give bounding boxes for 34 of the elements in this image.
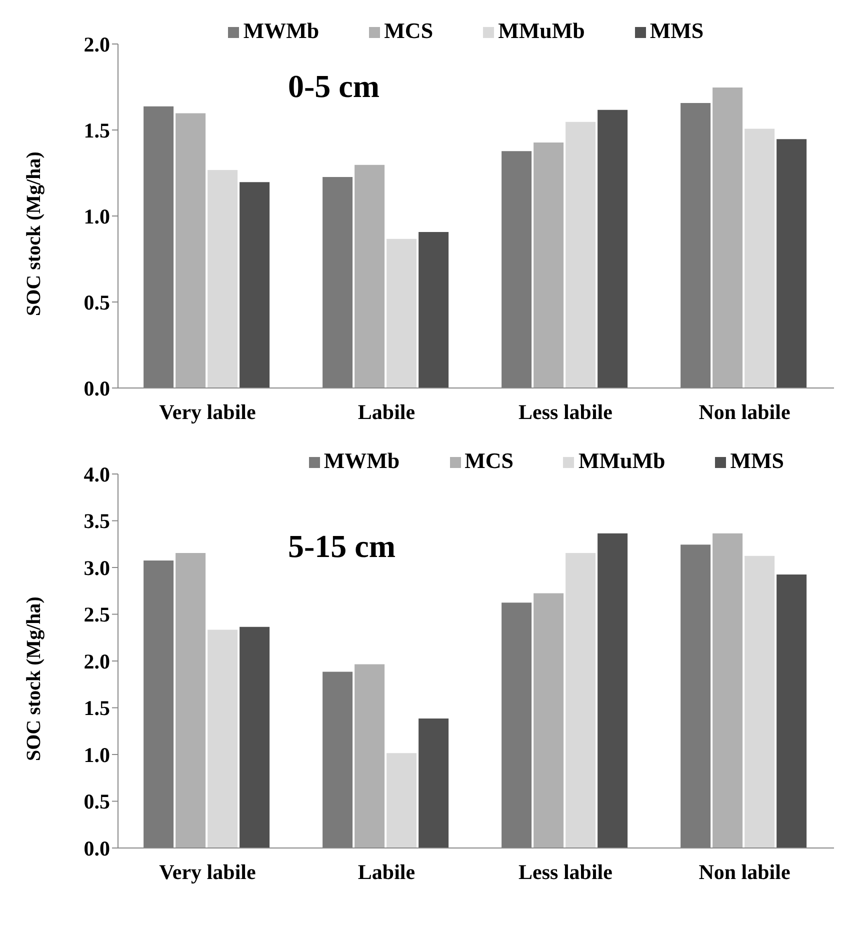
legend-label: MCS	[384, 18, 434, 43]
x-tick-label: Less labile	[518, 860, 612, 884]
legend-label: MMS	[730, 448, 784, 473]
y-axis-title: SOC stock (Mg/ha)	[23, 596, 46, 761]
legend-label: MMuMb	[578, 448, 666, 473]
y-tick-label: 1.5	[84, 118, 110, 142]
y-tick-label: 3.0	[84, 556, 110, 580]
text: 5-15 cm	[288, 528, 396, 565]
y-tick-label: 0.5	[84, 790, 110, 814]
y-tick-label: 3.5	[84, 509, 110, 534]
y-tick-label: 1.0	[84, 742, 110, 767]
x-tick-label: Non labile	[698, 400, 790, 424]
legend-label: MWMb	[243, 18, 320, 43]
y-tick-label: 1.5	[84, 696, 110, 720]
x-tick-label: Less labile	[518, 400, 612, 424]
y-tick-label: 0.5	[84, 290, 110, 314]
x-tick-label: Non labile	[698, 860, 790, 884]
text: 0-5 cm	[288, 68, 380, 105]
legend-label: MCS	[464, 448, 514, 473]
x-tick-label: Very labile	[159, 400, 256, 424]
x-tick-label: Very labile	[159, 860, 256, 884]
y-tick-label: 4.0	[84, 462, 110, 486]
legend-label: MMS	[650, 18, 704, 43]
y-tick-label: 2.0	[84, 32, 110, 56]
x-tick-label: Labile	[358, 400, 416, 424]
y-axis-title: SOC stock (Mg/ha)	[23, 152, 46, 316]
legend-label: MMuMb	[498, 18, 585, 43]
y-tick-label: 2.5	[84, 602, 110, 627]
y-tick-label: 1.0	[84, 204, 110, 228]
x-tick-label: Labile	[358, 860, 416, 884]
y-tick-label: 2.0	[84, 649, 110, 674]
y-tick-label: 0.0	[84, 376, 110, 400]
y-tick-label: 0.0	[84, 836, 110, 860]
legend-label: MWMb	[324, 448, 400, 473]
